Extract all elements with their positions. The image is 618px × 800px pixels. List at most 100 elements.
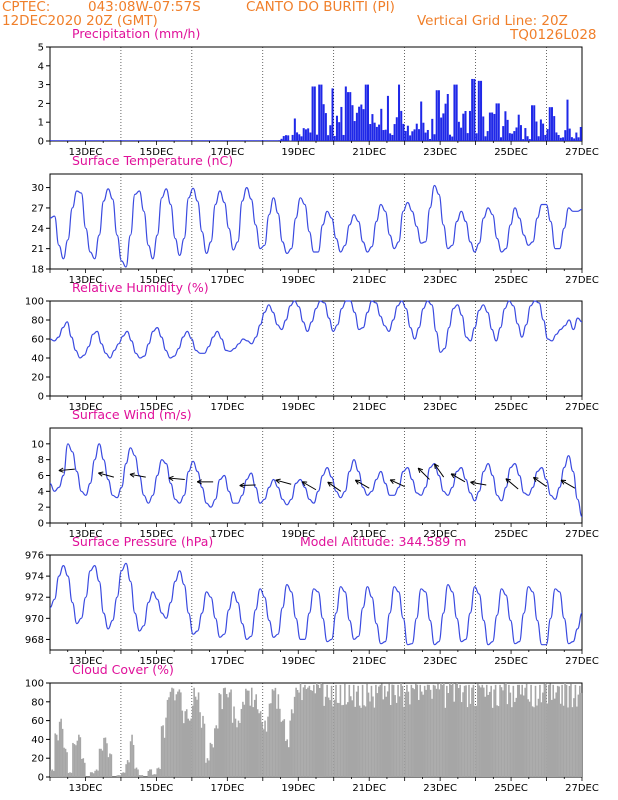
wind-arrow <box>168 477 185 480</box>
rh-xtick-label: 21DEC <box>352 402 386 413</box>
precip-bar <box>258 140 261 141</box>
cloud-bar <box>567 707 569 777</box>
cloud-bar <box>178 689 181 777</box>
cloud-bar <box>440 683 442 777</box>
cloud-bar <box>512 685 515 777</box>
cloud-bar <box>200 727 203 777</box>
rh-ytick-label: 40 <box>31 354 44 365</box>
cloud-bar <box>250 687 253 777</box>
precip-bar <box>284 135 287 141</box>
precip-bar <box>202 140 205 141</box>
cloud-xtick-label: 27DEC <box>565 783 599 794</box>
precip-bar <box>83 140 86 141</box>
precip-bar <box>528 139 531 141</box>
cloud-bar <box>493 689 495 777</box>
cloud-bar <box>214 728 216 777</box>
precip-bar <box>420 101 423 141</box>
cloud-bar <box>462 692 464 777</box>
precip-bar <box>435 90 438 141</box>
cloud-bar <box>249 705 252 777</box>
cloud-bar <box>221 709 223 777</box>
cloud-bar <box>336 702 339 777</box>
cloud-bar <box>425 689 427 777</box>
cloud-bar <box>546 703 549 777</box>
cloud-bar <box>386 691 389 777</box>
cloud-bar <box>72 742 74 777</box>
precip-bar <box>342 134 345 141</box>
press-annotation: Model Altitude: 344.589 m <box>300 534 466 549</box>
precip-bar <box>382 130 385 141</box>
cloud-bar <box>116 775 119 777</box>
precip-bar <box>180 140 183 141</box>
cloud-bar <box>203 723 206 777</box>
cloud-bar <box>51 769 54 777</box>
cloud-bar <box>382 699 385 777</box>
wind-xtick-label: 17DEC <box>210 529 244 540</box>
cloud-bar <box>66 752 68 777</box>
cloud-bar <box>171 687 173 777</box>
cloud-bar <box>268 703 271 777</box>
precip-bar <box>475 133 478 141</box>
temp-frame <box>49 173 583 270</box>
precip-xtick-label: 25DEC <box>494 147 528 158</box>
cloud-bar <box>187 718 190 777</box>
wind-arrow-head <box>301 481 308 487</box>
wind-arrow-head <box>129 472 135 478</box>
cloud-bar <box>352 684 355 777</box>
cloud-bar <box>403 707 405 777</box>
cloud-bar <box>110 754 113 777</box>
cloud-bar <box>169 691 172 777</box>
cloud-bar <box>457 688 460 777</box>
cloud-bar <box>165 717 167 777</box>
precip-bar <box>214 140 217 141</box>
precip-bar <box>265 140 268 141</box>
temp-ytick-label: 21 <box>31 244 44 255</box>
cloud-bar <box>392 684 395 777</box>
cloud-bar <box>256 709 259 777</box>
cloud-bar <box>191 705 194 777</box>
precip-bar <box>508 133 511 141</box>
cloud-bar <box>555 692 557 777</box>
precip-bar <box>151 140 154 141</box>
precip-bar <box>165 140 168 141</box>
wind-arrow <box>470 481 487 486</box>
precip-bar <box>486 131 489 141</box>
precip-bar <box>316 134 319 141</box>
precip-bar <box>497 103 500 141</box>
precip-bar <box>276 140 279 141</box>
precip-bar <box>260 140 263 141</box>
precip-bar <box>437 90 440 141</box>
cloud-bar <box>231 722 234 777</box>
cloud-bar <box>466 707 469 777</box>
wind-series-line <box>49 443 583 518</box>
cloud-bar <box>199 712 201 777</box>
cloud-bar <box>73 744 76 777</box>
cloud-bar <box>209 742 212 777</box>
cloud-bar <box>449 683 451 777</box>
cloud-bar <box>69 772 71 777</box>
precip-bar <box>54 140 57 141</box>
cloud-bar <box>524 687 526 777</box>
precip-bar <box>194 140 197 141</box>
cloud-bar <box>375 684 377 777</box>
precip-bar <box>196 140 199 141</box>
precip-bar <box>344 86 347 141</box>
cloud-bar <box>157 767 160 777</box>
cloud-bar <box>506 704 509 777</box>
precip-bar <box>491 112 494 141</box>
cloud-bar <box>480 687 482 777</box>
cloud-bar <box>129 741 132 777</box>
cloud-bar <box>160 726 163 777</box>
precip-bar <box>209 140 212 141</box>
precip-bar <box>178 140 181 141</box>
precip-bar <box>568 128 571 141</box>
rh-series-line <box>49 300 583 359</box>
cloud-bar <box>168 697 170 777</box>
precip-bar <box>355 112 358 141</box>
precip-bar <box>406 125 409 141</box>
precip-bar <box>360 104 363 141</box>
precip-bar <box>480 80 483 141</box>
precip-bar <box>548 107 551 141</box>
precip-bar <box>338 122 341 141</box>
precip-bar <box>154 140 157 141</box>
